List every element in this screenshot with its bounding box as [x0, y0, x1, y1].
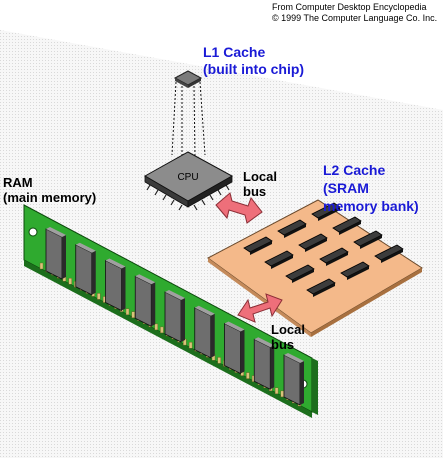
local-bus-bottom-label-2: bus [271, 337, 295, 352]
ram-contact [246, 372, 250, 379]
cpu-label: CPU [177, 172, 198, 183]
sram-chip [332, 216, 362, 235]
ram-contact [125, 308, 130, 315]
l1-cache-title: L1 Cache [203, 44, 266, 60]
l1-connector-lines [171, 81, 206, 159]
ram-contact [188, 342, 193, 349]
ram-chip [224, 321, 245, 375]
ram-chip [164, 290, 185, 343]
sram-chip [306, 278, 336, 297]
ram-contact [280, 390, 284, 398]
sram-chip [298, 233, 328, 252]
ram-title: RAM [3, 175, 33, 190]
local-bus-arrow-top [215, 192, 263, 224]
l1-cache-subtitle: (built into chip) [203, 61, 305, 77]
ram-contact [39, 262, 44, 270]
ram-contact [68, 278, 72, 285]
l2-cache-subtitle-1: (SRAM [323, 180, 369, 196]
sram-chip [311, 202, 341, 221]
sram-chip [243, 236, 273, 255]
sram-chip [340, 261, 370, 280]
credit-line-1: From Computer Desktop Encyclopedia [272, 2, 427, 12]
ram-contact [97, 293, 101, 300]
sram-chip [277, 219, 307, 238]
ram-contact [217, 357, 221, 364]
sram-chip [264, 250, 294, 269]
ram-chip [134, 274, 156, 327]
ram-contact [154, 323, 158, 331]
l2-cache-subtitle-2: memory bank) [323, 198, 419, 214]
local-bus-bottom-label-1: Local [271, 322, 305, 337]
ram-contact [160, 326, 164, 334]
credit-line-2: © 1999 The Computer Language Co. Inc. [272, 13, 438, 23]
local-bus-arrow-bottom [237, 293, 283, 323]
background-band [0, 30, 443, 458]
local-bus-top-label-2: bus [243, 184, 267, 199]
l1-cache-die [173, 70, 203, 88]
l2-cache-title: L2 Cache [323, 162, 386, 178]
ram-chip [194, 305, 215, 359]
sram-chip [374, 244, 404, 263]
ram-chip [283, 353, 304, 406]
cpu-chip [143, 151, 234, 211]
ram-chip [253, 337, 275, 390]
ram-contact [131, 311, 135, 318]
ram-chip [75, 242, 96, 296]
ram-chip [105, 258, 126, 312]
local-bus-top-label-1: Local [243, 169, 277, 184]
l2-sram-board [207, 199, 423, 337]
ram-subtitle: (main memory) [3, 190, 97, 205]
sram-chips [243, 202, 404, 297]
sram-chip [353, 230, 383, 249]
ram-chip [45, 227, 66, 280]
sram-chip [319, 247, 349, 266]
ram-chips [45, 227, 304, 406]
sram-chip [285, 264, 315, 283]
ram-contact [274, 387, 279, 394]
